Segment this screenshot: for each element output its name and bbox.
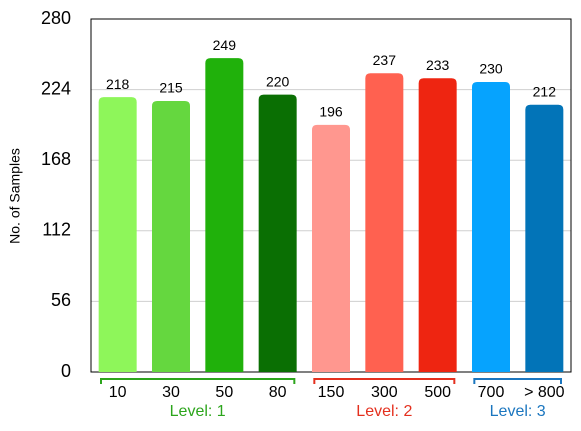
x-tick-label: 50 — [215, 384, 233, 401]
x-tick-label: 500 — [424, 384, 451, 401]
group-label: Level: 1 — [170, 403, 226, 420]
y-tick-label: 280 — [41, 8, 71, 28]
group-label: Level: 2 — [356, 403, 412, 420]
x-tick-label: 150 — [318, 384, 345, 401]
value-label: 233 — [426, 57, 450, 73]
y-tick-label: 112 — [42, 220, 71, 240]
value-label: 218 — [106, 76, 130, 92]
y-tick-label: 0 — [61, 361, 71, 381]
value-label: 237 — [373, 52, 397, 68]
bar — [98, 97, 137, 373]
value-label: 212 — [533, 83, 557, 99]
x-tick-label: 10 — [109, 384, 127, 401]
value-label: 249 — [213, 37, 237, 53]
group-label: Level: 3 — [490, 403, 546, 420]
value-label: 215 — [159, 80, 183, 96]
bar — [205, 58, 244, 372]
bar — [418, 78, 457, 372]
value-label: 196 — [319, 104, 343, 120]
bar — [365, 73, 404, 372]
group-bracket — [100, 378, 296, 384]
x-tick-label: > 800 — [524, 384, 565, 401]
x-tick-label: 30 — [162, 384, 180, 401]
y-tick-label: 224 — [41, 78, 71, 98]
y-tick-label: 168 — [41, 149, 71, 169]
bar — [525, 104, 564, 372]
y-tick-label: 56 — [51, 290, 71, 310]
bar — [152, 100, 190, 373]
bar — [258, 94, 297, 373]
bar — [472, 82, 510, 373]
x-tick-label: 300 — [371, 384, 398, 401]
x-tick-label: 80 — [269, 384, 287, 401]
bar — [312, 124, 350, 373]
value-label: 230 — [479, 61, 503, 77]
x-tick-label: 700 — [478, 384, 505, 401]
group-bracket — [313, 378, 456, 384]
group-bracket — [473, 378, 562, 384]
y-axis-label: No. of Samples — [7, 148, 23, 244]
value-label: 220 — [266, 73, 290, 89]
